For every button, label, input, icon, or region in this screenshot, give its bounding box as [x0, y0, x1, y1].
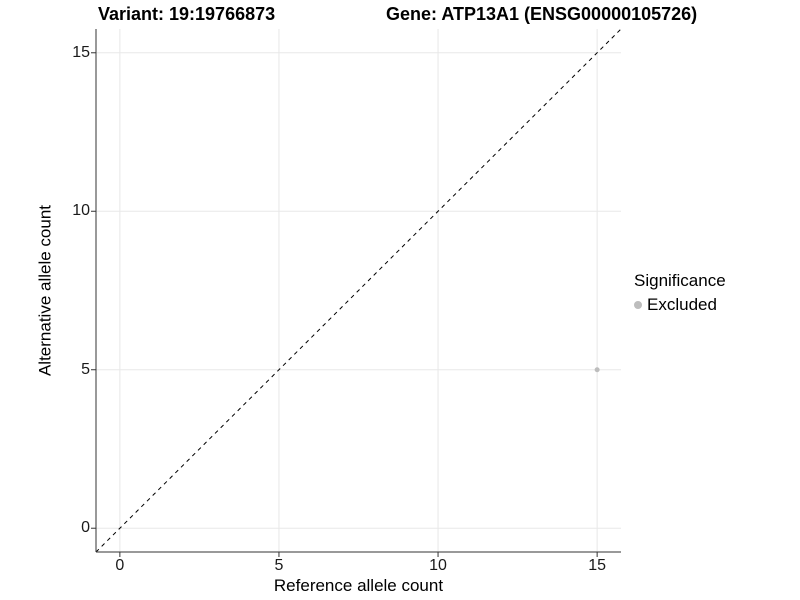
legend: Significance Excluded: [634, 270, 726, 315]
x-tick-label: 0: [115, 557, 125, 574]
legend-entry-label: Excluded: [647, 295, 717, 314]
x-tick-label: 10: [429, 557, 447, 574]
x-axis-title: Reference allele count: [273, 576, 444, 595]
legend-entry-excluded: Excluded: [634, 294, 726, 315]
data-point: [594, 367, 600, 373]
legend-title: Significance: [634, 271, 726, 290]
gene-title: Gene: ATP13A1 (ENSG00000105726): [386, 4, 698, 24]
y-tick-label: 0: [81, 519, 90, 537]
variant-title: Variant: 19:19766873: [98, 4, 276, 24]
excluded-point-icon: [634, 300, 642, 309]
x-tick-label: 5: [274, 557, 284, 574]
x-tick-label: 15: [588, 557, 607, 574]
y-tick-label: 5: [81, 360, 90, 378]
y-tick-label: 10: [72, 202, 90, 220]
y-tick-label: 15: [72, 43, 90, 61]
identity-reference-line: [95, 28, 622, 553]
y-axis-title: Alternative allele count: [35, 204, 55, 377]
